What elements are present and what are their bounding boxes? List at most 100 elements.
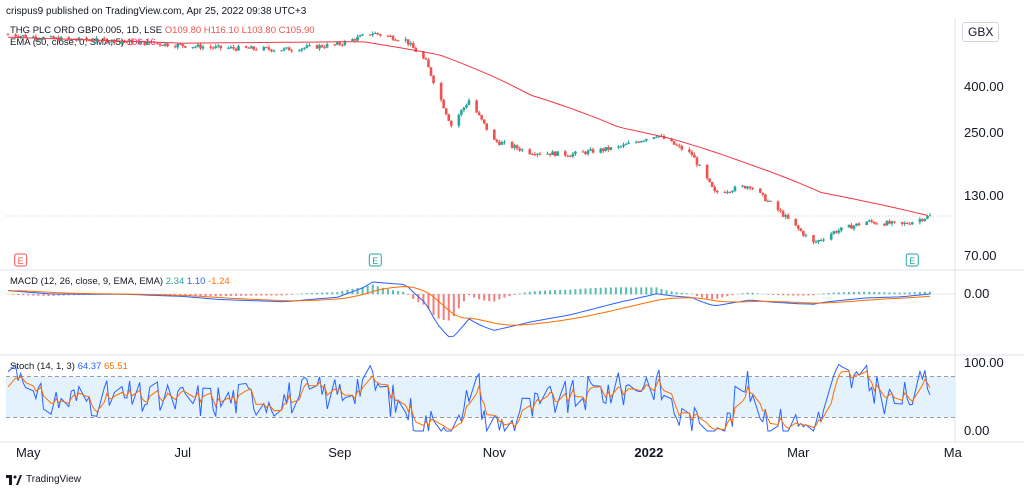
- candle-body: [391, 36, 395, 40]
- macd-histogram-bar: [822, 293, 825, 295]
- macd-histogram-bar: [929, 291, 931, 295]
- macd-histogram-bar: [513, 294, 516, 295]
- ema-line: [7, 36, 928, 216]
- candle-body: [178, 43, 182, 45]
- macd-histogram-bar: [619, 287, 622, 295]
- macd-histogram-bar: [685, 293, 688, 295]
- candle-body: [361, 34, 364, 36]
- candle-body: [847, 224, 851, 228]
- macd-histogram-bar: [488, 294, 491, 302]
- candle-body: [102, 38, 106, 40]
- candle-body: [748, 186, 752, 189]
- macd-histogram-bar: [559, 289, 562, 295]
- candle-body: [219, 45, 223, 49]
- macd-histogram-bar: [878, 292, 881, 295]
- ema-legend: EMA (50, close, 0, SMA, 5) 106.16: [10, 37, 156, 48]
- candle-body: [389, 35, 392, 37]
- candle-body: [515, 145, 519, 149]
- macd-histogram-bar: [204, 294, 207, 297]
- macd-histogram-bar: [858, 291, 861, 295]
- candle-body: [857, 223, 861, 226]
- candle-body: [341, 44, 344, 46]
- macd-histogram-bar: [695, 294, 698, 297]
- candle-body: [482, 119, 486, 124]
- candle-body: [444, 108, 448, 115]
- candle-body: [325, 44, 329, 48]
- candle-body: [802, 231, 805, 236]
- macd-histogram-bar: [528, 291, 531, 295]
- time-tick-label: Sep: [328, 445, 351, 460]
- macd-histogram-bar: [847, 292, 850, 295]
- macd-value-2: 1.10: [186, 276, 206, 287]
- candle-body: [910, 222, 914, 225]
- candle-body: [209, 46, 212, 48]
- macd-histogram-bar: [22, 294, 25, 296]
- macd-histogram-bar: [493, 294, 496, 302]
- macd-histogram-bar: [903, 292, 906, 295]
- candle-body: [163, 43, 167, 46]
- macd-histogram-bar: [908, 292, 911, 295]
- macd-histogram-bar: [442, 294, 445, 321]
- candle-body: [624, 143, 628, 145]
- candle-body: [237, 46, 240, 51]
- candle-body: [270, 49, 273, 52]
- candle-body: [553, 151, 557, 156]
- candle-body: [872, 221, 876, 224]
- candle-body: [414, 47, 418, 52]
- symbol-name: THG PLC ORD GBP0.005, 1D, LSE: [10, 25, 163, 36]
- candle-body: [287, 47, 291, 51]
- macd-histogram-bar: [599, 287, 602, 295]
- candle-body: [351, 39, 354, 42]
- macd-histogram-bar: [27, 294, 30, 296]
- candle-body: [305, 45, 309, 48]
- candle-body: [138, 41, 142, 44]
- candle-body: [75, 39, 78, 41]
- candle-body: [199, 44, 202, 49]
- candle-body: [498, 141, 501, 145]
- price-tick-label: 250.00: [964, 125, 1004, 140]
- macd-histogram-bar: [194, 294, 197, 296]
- candle-body: [493, 129, 496, 140]
- candle-body: [786, 215, 790, 219]
- candle-body: [776, 201, 780, 211]
- candle-body: [829, 233, 833, 240]
- macd-signal-line: [7, 286, 931, 326]
- stoch-k-line: [7, 363, 931, 433]
- time-tick-label: 2022: [634, 445, 663, 460]
- candle-body: [379, 34, 382, 36]
- candle-body: [819, 240, 823, 242]
- candle-body: [903, 222, 906, 224]
- candle-body: [705, 164, 709, 179]
- macd-histogram-bar: [305, 293, 308, 295]
- stoch-tick-label: 0.00: [964, 423, 989, 438]
- candle-body: [799, 228, 803, 232]
- currency-button[interactable]: GBX: [962, 22, 1000, 42]
- macd-histogram-bar: [265, 294, 268, 296]
- candle-body: [267, 47, 271, 50]
- macd-histogram-bar: [549, 290, 552, 295]
- stoch-label: Stoch (14, 1, 3): [10, 361, 75, 372]
- candle-body: [265, 47, 268, 49]
- macd-histogram-bar: [417, 294, 420, 303]
- candle-body: [315, 45, 319, 49]
- macd-histogram-bar: [523, 292, 526, 295]
- macd-histogram-bar: [594, 288, 597, 295]
- candle-body: [670, 138, 673, 142]
- candle-body: [77, 37, 81, 41]
- candle-body: [368, 34, 372, 36]
- candle-body: [335, 42, 339, 45]
- candle-body: [675, 144, 679, 146]
- candle-body: [371, 33, 375, 36]
- candle-body: [262, 47, 266, 51]
- candle-body: [538, 153, 542, 155]
- ema-label: EMA (50, close, 0, SMA, 5): [10, 37, 125, 48]
- candle-body: [918, 219, 922, 223]
- candle-body: [715, 190, 719, 193]
- macd-histogram-bar: [189, 294, 192, 296]
- macd-histogram-bar: [17, 294, 20, 295]
- macd-histogram-bar: [650, 287, 653, 295]
- macd-histogram-bar: [386, 289, 389, 295]
- tradingview-logo[interactable]: TradingView: [6, 474, 81, 485]
- candle-body: [39, 39, 43, 41]
